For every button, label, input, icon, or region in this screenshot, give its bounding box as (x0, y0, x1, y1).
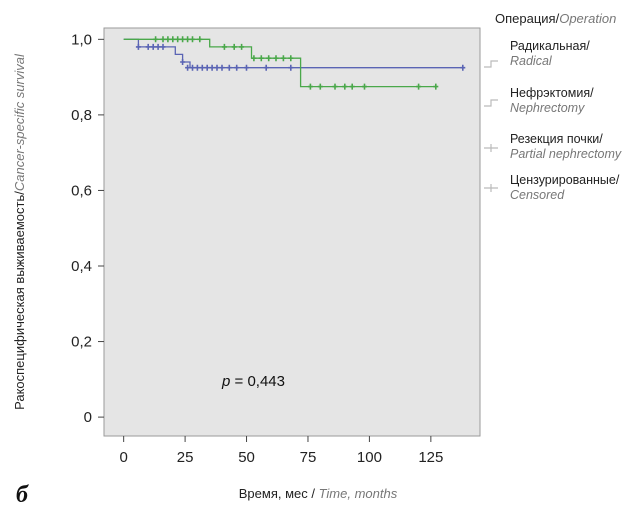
y-axis-title-en: Cancer-specific survival (12, 53, 27, 191)
x-tick-label: 50 (238, 449, 255, 466)
legend-plus-symbol (484, 184, 498, 192)
censored-mark (180, 59, 186, 65)
panel-label: б (16, 482, 29, 508)
series-2 (123, 36, 439, 90)
censored-mark (214, 64, 220, 71)
censored-mark (185, 36, 191, 43)
censored-mark (288, 64, 294, 71)
censored-mark (244, 64, 249, 71)
censored-mark (251, 55, 257, 62)
legend-item-radical: Радикальная/ Radical (484, 39, 590, 68)
legend-plus-symbol (484, 144, 498, 152)
y-tick-label: 0,8 (71, 107, 92, 124)
censored-mark (362, 83, 367, 90)
x-axis-title: Время, мес / Time, months (239, 486, 398, 501)
censored-mark (288, 55, 294, 62)
censored-mark (219, 64, 225, 71)
legend-label-censored-en: Censored (510, 188, 565, 202)
p-value-text: = 0,443 (230, 373, 285, 390)
censored-mark (135, 43, 141, 50)
x-tick-label: 0 (119, 449, 127, 466)
censored-mark (332, 83, 338, 90)
x-axis: 0 25 50 75 100 125 (119, 436, 443, 466)
legend-label-radical-ru: Радикальная/ (510, 39, 590, 53)
censored-mark (209, 64, 215, 71)
legend-title-ru: Операция/ (495, 11, 560, 26)
survival-step-line (123, 38, 436, 88)
p-value-annotation: p = 0,443 (221, 373, 285, 390)
legend-item-censored: Цензурированные/ Censored (484, 173, 620, 202)
censored-mark (190, 64, 195, 71)
p-value-symbol: p (221, 373, 230, 390)
legend-title-en: Operation (559, 11, 616, 26)
censored-mark (190, 36, 195, 43)
y-axis-title: Ракоспецифическая выживаемость/Cancer-sp… (12, 53, 27, 410)
censored-mark (226, 64, 232, 71)
plot-background (103, 27, 481, 437)
censored-mark (307, 83, 313, 90)
y-tick-label: 1,0 (71, 31, 92, 48)
censored-mark (433, 83, 439, 90)
x-tick-label: 100 (357, 449, 382, 466)
x-tick-label: 125 (418, 449, 443, 466)
censored-mark (349, 83, 355, 90)
legend-label-partial-en: Partial nephrectomy (510, 147, 622, 161)
censored-mark (342, 83, 348, 90)
y-tick-label: 0,4 (71, 258, 92, 275)
censored-mark (234, 64, 240, 71)
y-tick-label: 0 (84, 409, 92, 426)
y-axis: 0 0,2 0,4 0,6 0,8 1,0 (71, 31, 104, 426)
legend-label-nephrectomy-ru: Нефрэктомия/ (510, 86, 594, 100)
y-axis-title-ru: Ракоспецифическая выживаемость/ (12, 191, 27, 410)
censored-mark (263, 64, 269, 71)
censored-mark (460, 64, 466, 71)
censored-mark (221, 43, 227, 50)
censored-mark (199, 64, 205, 71)
censored-mark (317, 83, 323, 90)
censored-mark (239, 43, 245, 50)
censored-mark (231, 43, 237, 50)
censored-mark (185, 64, 191, 71)
censored-mark (165, 36, 171, 43)
censored-mark (416, 83, 422, 90)
legend-item-partial-nephrectomy: Резекция почки/ Partial nephrectomy (484, 132, 622, 161)
series-layer (123, 36, 466, 90)
series-1 (123, 38, 466, 71)
censored-mark (160, 36, 166, 43)
censored-mark (170, 36, 176, 43)
y-tick-label: 0,2 (71, 334, 92, 351)
legend-step-symbol (484, 99, 498, 107)
legend-label-nephrectomy-en: Nephrectomy (510, 101, 585, 115)
censored-mark (153, 36, 159, 43)
x-axis-title-ru: Время, мес / (239, 486, 319, 501)
censored-mark (160, 43, 166, 50)
censored-mark (175, 36, 181, 43)
censored-mark (145, 43, 151, 50)
x-tick-label: 75 (300, 449, 317, 466)
legend-label-censored-ru: Цензурированные/ (510, 173, 620, 187)
censored-mark (180, 36, 186, 43)
legend-label-partial-ru: Резекция почки/ (510, 132, 603, 146)
x-axis-title-en: Time, months (319, 486, 398, 501)
legend-label-radical-en: Radical (510, 54, 553, 68)
censored-mark (150, 43, 156, 50)
y-tick-label: 0,6 (71, 182, 92, 199)
legend-title: Операция/Operation (495, 11, 616, 26)
censored-mark (280, 55, 286, 62)
censored-mark (155, 43, 161, 50)
censored-mark (266, 55, 272, 62)
censored-mark (204, 64, 210, 71)
legend-item-nephrectomy: Нефрэктомия/ Nephrectomy (484, 86, 594, 115)
x-tick-label: 25 (177, 449, 194, 466)
censored-mark (273, 55, 279, 62)
censored-mark (197, 36, 203, 43)
legend-step-symbol (484, 60, 498, 68)
censored-mark (258, 55, 264, 62)
censored-mark (194, 64, 200, 71)
